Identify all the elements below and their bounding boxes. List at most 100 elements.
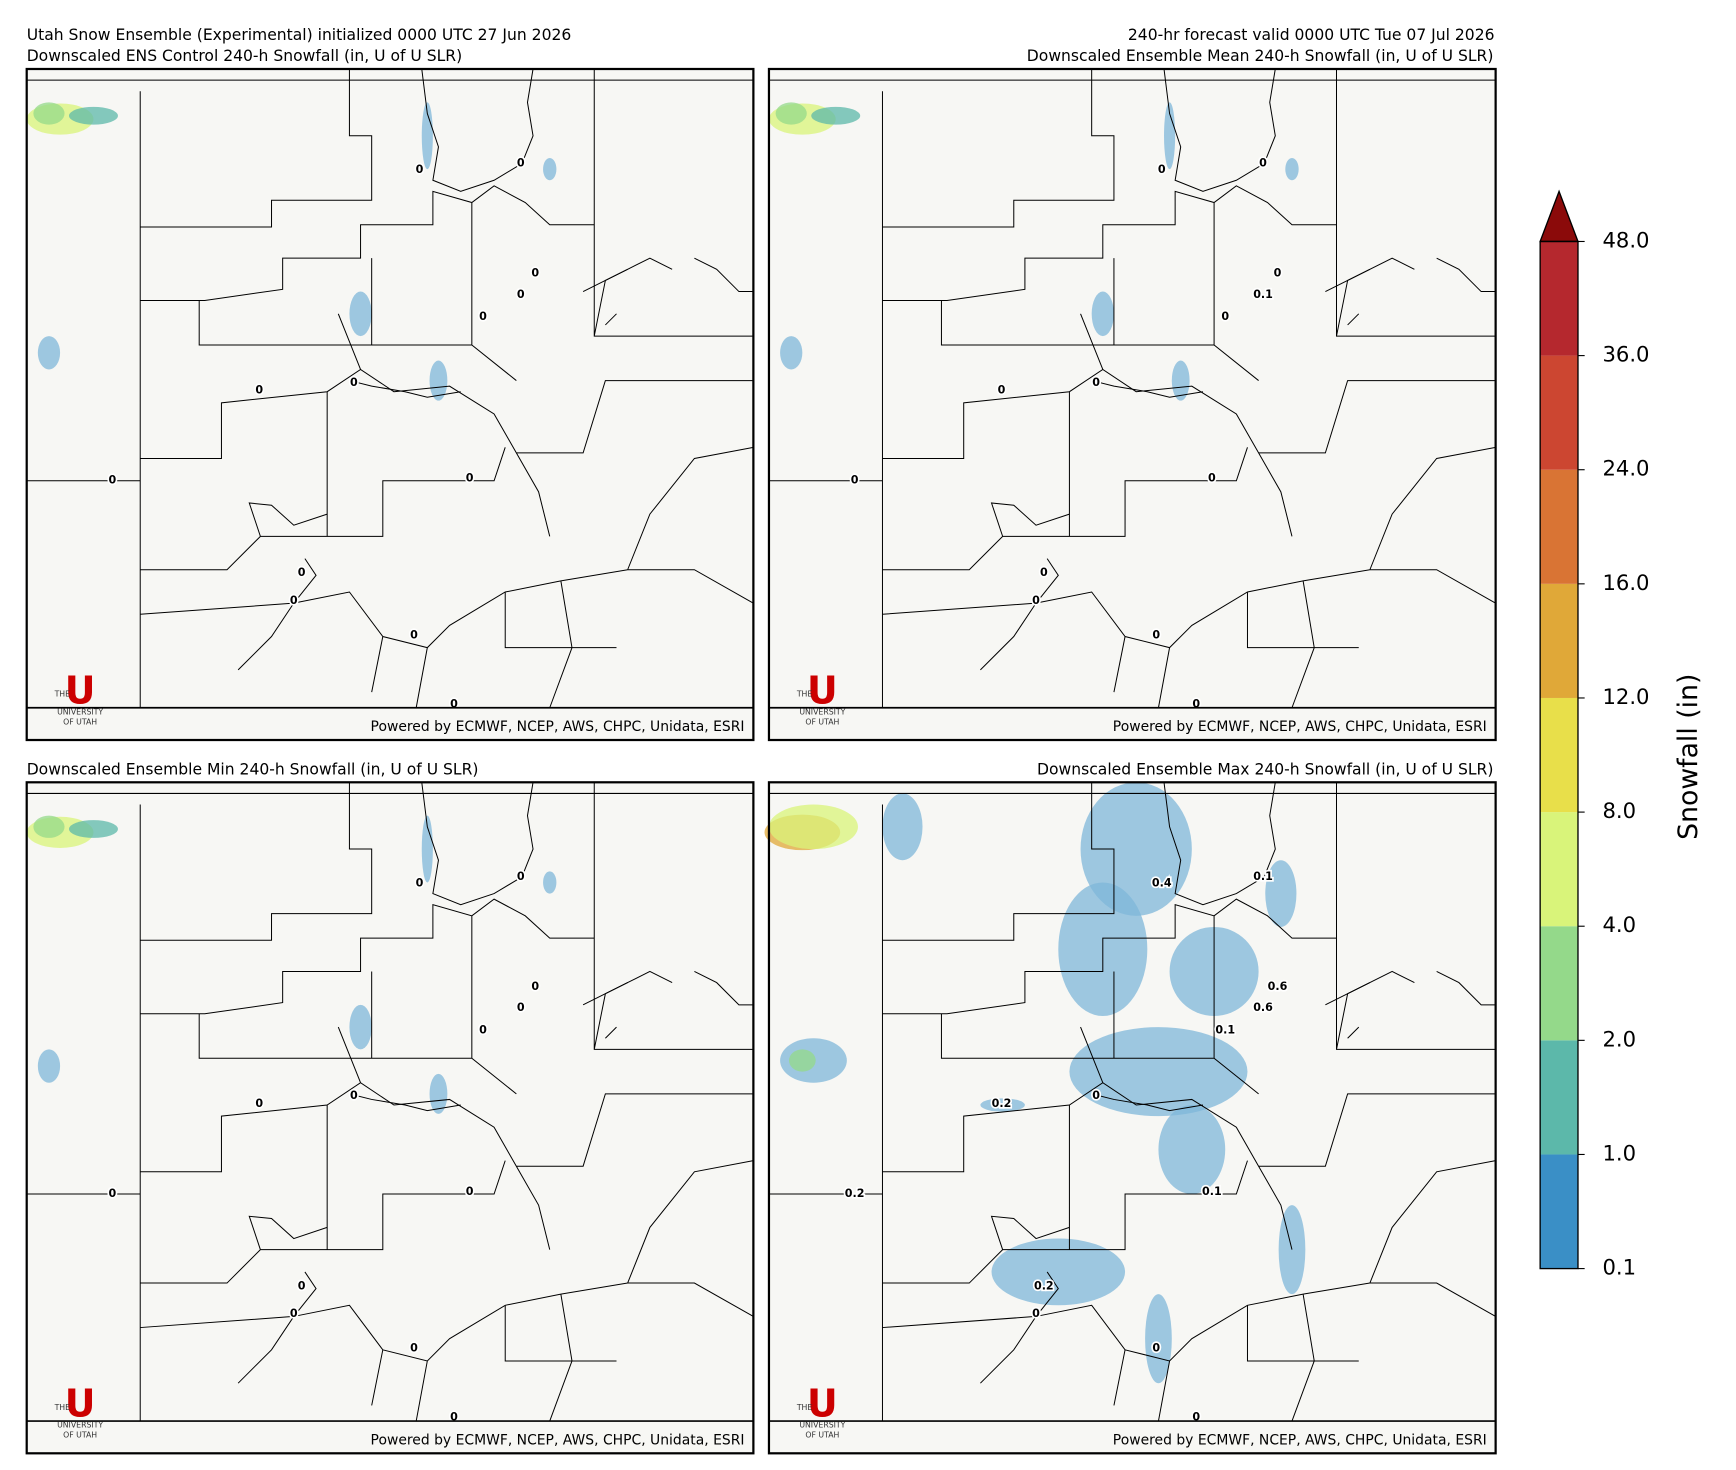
colorbar-tick-label: 16.0: [1602, 570, 1649, 595]
contour-label: 0: [1192, 697, 1200, 710]
contour-label: 0: [255, 384, 263, 397]
contour-label: 0: [410, 1342, 418, 1355]
snow-area: [37, 336, 61, 370]
snow-area: [1278, 1205, 1306, 1295]
contour-label: 0: [851, 474, 859, 487]
map-background: [26, 68, 754, 741]
contour-label: 0: [531, 267, 539, 280]
contour-label: 0.1: [1215, 1023, 1235, 1036]
contour-label: 0: [416, 877, 424, 890]
contour-label: 0: [517, 288, 525, 301]
snow-area: [811, 106, 861, 125]
panel-title: Downscaled Ensemble Mean 240-h Snowfall …: [1027, 47, 1494, 65]
snow-area: [543, 158, 557, 181]
snow-area: [349, 291, 372, 337]
logo-text: OF UTAH: [63, 1431, 97, 1440]
contour-label: 0.1: [1202, 1185, 1222, 1198]
contour-label: 0: [1040, 566, 1048, 579]
colorbar-band: [1540, 355, 1578, 470]
contour-label: 0.1: [1253, 288, 1273, 301]
logo-text: THE: [796, 1403, 813, 1412]
snow-area: [1285, 158, 1299, 181]
snow-area: [33, 102, 65, 125]
snow-area: [543, 871, 557, 894]
colorbar-tick-label: 4.0: [1602, 912, 1636, 937]
logo-text: THE: [796, 690, 813, 699]
snow-area: [349, 1004, 372, 1050]
contour-label: 0.6: [1253, 1001, 1273, 1014]
logo-text: UNIVERSITY: [799, 707, 845, 716]
logo-mark: U: [807, 668, 838, 712]
map-background: [26, 782, 754, 1454]
contour-label: 0: [410, 628, 418, 641]
panels: Downscaled ENS Control 240-h Snowfall (i…: [25, 47, 1497, 1455]
logo-text: THE: [54, 690, 71, 699]
map-panel: 0.4 0.1 0.6 0.6 0.1 0 0.2 0.2 0.1 0.2 0 0 0 Powered b…: [764, 781, 1497, 1455]
colorbar-tick-label: 36.0: [1602, 342, 1649, 367]
snow-area: [1158, 1105, 1226, 1195]
snow-area: [33, 815, 65, 838]
colorbar-tick-label: 2.0: [1602, 1026, 1636, 1051]
colorbar-tick-label: 0.1: [1602, 1255, 1636, 1280]
contour-label: 0: [466, 472, 474, 485]
contour-label: 0: [466, 1185, 474, 1198]
contour-label: 0: [479, 310, 487, 323]
contour-label: 0: [109, 474, 117, 487]
colorbar-frame: [1539, 240, 1579, 1270]
panel-title: Downscaled Ensemble Min 240-h Snowfall (…: [27, 761, 479, 779]
contour-label: 0: [416, 163, 424, 176]
contour-label: 0: [1208, 472, 1216, 485]
snow-area: [991, 1238, 1126, 1306]
colorbar-label: Snowfall (in): [1673, 674, 1704, 840]
colorbar-band: [1540, 812, 1578, 927]
contour-label: 0.6: [1268, 980, 1288, 993]
contour-label: 0: [298, 566, 306, 579]
logo-text: UNIVERSITY: [799, 1421, 845, 1430]
snow-area: [882, 793, 923, 861]
snow-area: [421, 815, 433, 883]
logo-mark: U: [65, 1382, 96, 1426]
snow-area: [429, 360, 448, 401]
colorbar-tick-label: 48.0: [1602, 227, 1649, 252]
snow-area: [1265, 860, 1297, 927]
colorbar: 0.1 1.0 2.0 4.0 8.0 12.0 16.0 24.0 36.0 48.0 Snowf…: [1539, 189, 1704, 1280]
contour-label: 0: [517, 1001, 525, 1014]
snow-area: [421, 102, 433, 170]
colorbar-band: [1540, 697, 1578, 813]
contour-label: 0: [517, 870, 525, 883]
contour-label: 0.4: [1152, 877, 1172, 890]
colorbar-tick-label: 8.0: [1602, 798, 1636, 823]
colorbar-tick-label: 12.0: [1602, 684, 1649, 709]
footer-credit: Powered by ECMWF, NCEP, AWS, CHPC, Unida…: [1113, 719, 1487, 735]
contour-label: 0: [450, 1411, 458, 1424]
contour-label: 0: [1032, 594, 1040, 607]
colorbar-band: [1540, 583, 1578, 698]
panel-title: Downscaled Ensemble Max 240-h Snowfall (…: [1037, 761, 1493, 779]
contour-label: 0: [298, 1279, 306, 1292]
logo-mark: U: [807, 1382, 838, 1426]
panel-title: Downscaled ENS Control 240-h Snowfall (i…: [27, 47, 462, 65]
snow-area: [68, 820, 118, 838]
snow-area: [1145, 1294, 1172, 1384]
panel-frame: [25, 67, 755, 742]
colorbar-tick-label: 1.0: [1602, 1140, 1636, 1165]
contour-label: 0: [350, 376, 358, 389]
panel-frame: [25, 781, 755, 1455]
contour-label: 0.2: [1034, 1279, 1054, 1292]
snow-area: [1091, 291, 1114, 337]
snow-area: [980, 1098, 1025, 1112]
snow-area: [775, 102, 807, 125]
logo-text: OF UTAH: [805, 717, 839, 726]
contour-label: 0: [998, 384, 1006, 397]
contour-label: 0: [109, 1187, 117, 1200]
contour-label: 0: [1221, 310, 1229, 323]
header-left: Utah Snow Ensemble (Experimental) initia…: [27, 26, 572, 44]
panel-frame: [767, 67, 1497, 742]
footer-credit: Powered by ECMWF, NCEP, AWS, CHPC, Unida…: [371, 1432, 745, 1448]
contour-label: 0: [531, 980, 539, 993]
contour-label: 0.1: [1253, 870, 1273, 883]
contour-label: 0.2: [845, 1187, 865, 1200]
